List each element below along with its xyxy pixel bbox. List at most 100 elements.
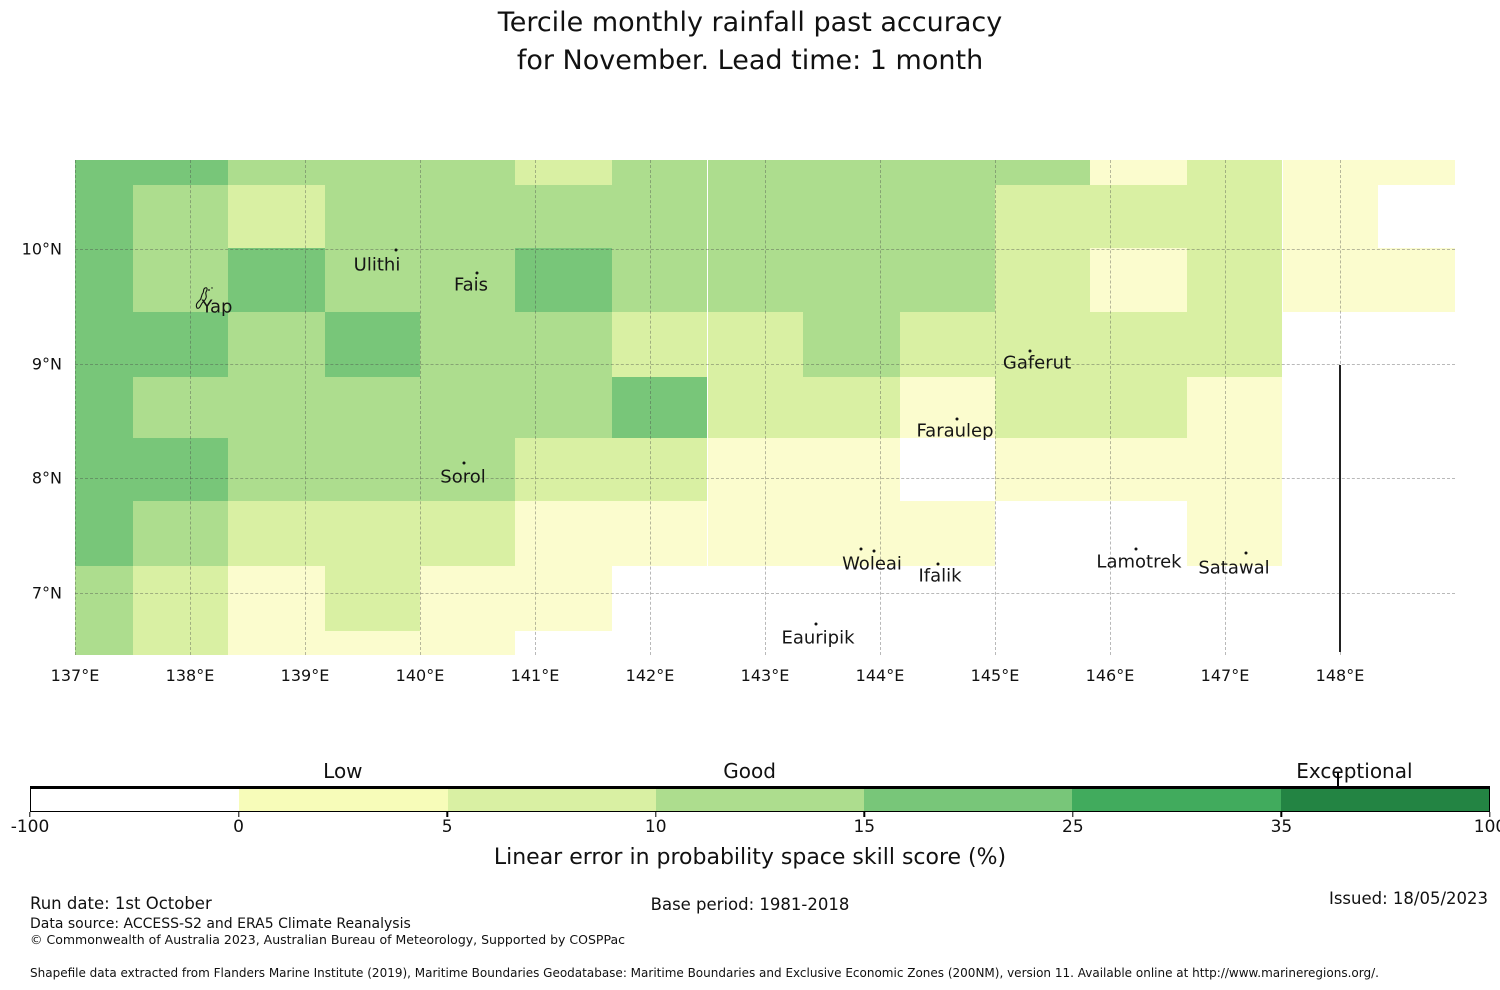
colorbar-tick-label: 5 <box>441 817 453 837</box>
graticule-meridian <box>190 159 191 656</box>
grid-cell <box>1187 312 1283 378</box>
grid-cell <box>802 184 900 248</box>
grid-cell <box>75 630 133 656</box>
x-axis-tick-label: 138°E <box>165 666 215 685</box>
shapefile-note-text: Shapefile data extracted from Flanders M… <box>30 966 1379 980</box>
graticule-meridian <box>1110 159 1111 656</box>
graticule-parallel <box>75 363 1455 365</box>
grid-cell <box>1282 159 1378 185</box>
x-axis-tick-label: 141°E <box>510 666 560 685</box>
grid-cell <box>324 312 420 378</box>
grid-cell <box>420 184 516 248</box>
graticule-meridian <box>420 159 421 656</box>
grid-cell <box>1090 184 1188 248</box>
grid-cell <box>899 247 995 313</box>
grid-cell <box>612 501 708 566</box>
graticule-meridian <box>995 159 996 656</box>
grid-cell <box>995 159 1091 185</box>
grid-cell <box>420 312 516 378</box>
colorbar-tick-label: -100 <box>10 817 50 837</box>
grid-cell <box>420 630 516 656</box>
grid-cell <box>75 184 133 248</box>
grid-cell <box>324 184 420 248</box>
grid-cell <box>227 565 325 631</box>
y-axis-tick-label: 7°N <box>31 583 62 603</box>
grid-cell <box>227 247 325 313</box>
grid-cell <box>802 501 900 566</box>
colorbar-tick-label: 25 <box>1062 817 1084 837</box>
grid-cell <box>1377 159 1455 185</box>
grid-cell <box>132 247 228 313</box>
colorbar-axis-label: Linear error in probability space skill … <box>493 845 1007 870</box>
grid-cell <box>132 159 228 185</box>
graticule-meridian <box>765 159 766 656</box>
grid-cell <box>324 377 420 439</box>
grid-cell <box>132 312 228 378</box>
grid-cell <box>707 438 803 502</box>
grid-cell <box>612 159 708 185</box>
colorbar-tick <box>446 812 448 817</box>
island-dot-gaferut <box>1028 349 1032 353</box>
x-axis-tick-label: 144°E <box>855 666 905 685</box>
grid-cell <box>995 438 1091 502</box>
graticule-parallel <box>75 593 1455 595</box>
island-label-satawal: Satawal <box>1198 557 1270 579</box>
colorbar-tick-label: 0 <box>233 817 244 837</box>
grid-cell <box>612 438 708 502</box>
grid-cell <box>75 312 133 378</box>
grid-cell <box>1187 501 1283 566</box>
grid-cell <box>324 501 420 566</box>
colorbar-segment <box>864 789 1073 811</box>
graticule-parallel <box>75 478 1455 480</box>
colorbar-tick <box>29 812 31 817</box>
y-axis-tick-label: 8°N <box>31 468 62 488</box>
grid-cell <box>899 159 995 185</box>
grid-cell <box>132 184 228 248</box>
island-dot-satawal <box>1244 551 1248 555</box>
grid-cell <box>515 565 613 631</box>
grid-cell <box>995 312 1091 378</box>
island-dot-faraulep <box>955 417 959 421</box>
island-label-woleai: Woleai <box>842 553 902 575</box>
grid-cell <box>324 247 420 313</box>
graticule-meridian <box>535 159 536 656</box>
copyright-text: © Commonwealth of Australia 2023, Austra… <box>30 932 625 947</box>
colorbar-tick-label: 15 <box>853 817 876 837</box>
colorbar-tick-label: 10 <box>644 817 667 837</box>
grid-cell <box>227 184 325 248</box>
grid-cell <box>227 438 325 502</box>
grid-cell <box>1187 159 1283 185</box>
grid-cell <box>75 565 133 631</box>
x-axis-tick-label: 142°E <box>625 666 675 685</box>
grid-cell <box>420 501 516 566</box>
grid-cell <box>75 438 133 502</box>
island-label-yap: Yap <box>201 296 233 318</box>
grid-cell <box>1187 438 1283 502</box>
grid-cell <box>515 377 613 439</box>
grid-cell <box>227 312 325 378</box>
island-label-ifalik: Ifalik <box>918 565 962 587</box>
island-dot-fais <box>475 271 479 275</box>
grid-cell <box>75 377 133 439</box>
grid-cell <box>1090 377 1188 439</box>
colorbar-tick <box>1072 812 1074 817</box>
grid-cell <box>1187 377 1283 439</box>
grid-cell <box>802 377 900 439</box>
island-label-faraulep: Faraulep <box>916 420 994 442</box>
grid-cell <box>227 501 325 566</box>
x-axis-tick-label: 143°E <box>740 666 790 685</box>
x-axis-tick-label: 139°E <box>280 666 330 685</box>
grid-cell <box>324 565 420 631</box>
island-dot-sorol <box>462 461 466 465</box>
island-label-eauripik: Eauripik <box>781 627 855 649</box>
grid-cell <box>132 377 228 439</box>
graticule-meridian <box>1225 159 1226 656</box>
grid-cell <box>75 159 133 185</box>
grid-cell <box>227 630 325 656</box>
grid-cell <box>707 184 803 248</box>
colorbar-category-label-good: Good <box>723 759 776 783</box>
y-axis-tick-label: 10°N <box>21 239 62 259</box>
x-axis-tick-label: 147°E <box>1200 666 1250 685</box>
grid-cell <box>1090 438 1188 502</box>
colorbar-tick <box>863 812 865 817</box>
